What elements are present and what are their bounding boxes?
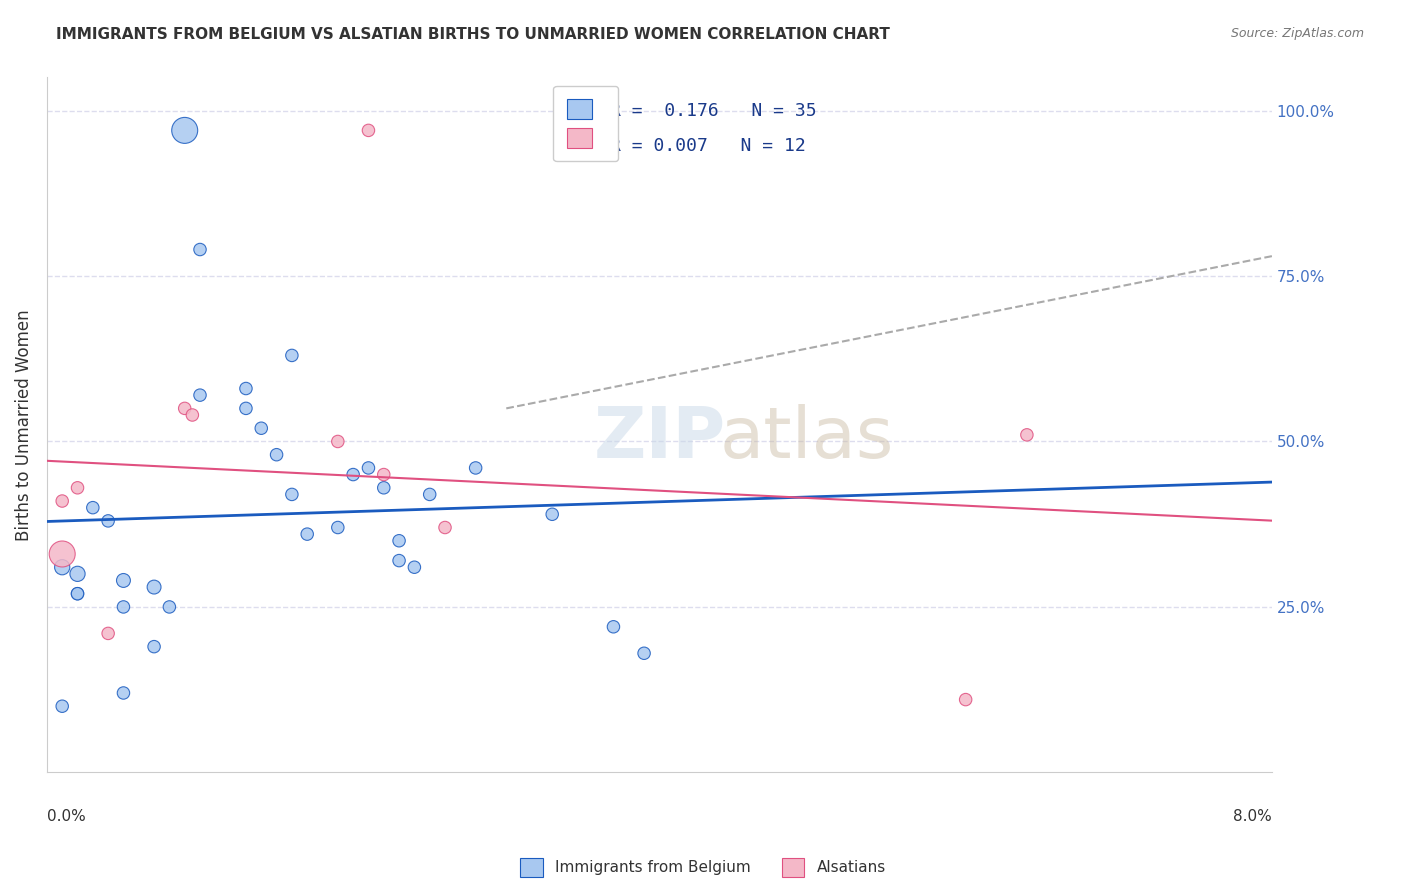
Point bbox=[51, 560, 73, 574]
Text: Source: ZipAtlas.com: Source: ZipAtlas.com bbox=[1230, 27, 1364, 40]
Point bbox=[541, 508, 564, 522]
Point bbox=[188, 388, 211, 402]
Y-axis label: Births to Unmarried Women: Births to Unmarried Women bbox=[15, 310, 32, 541]
Point bbox=[51, 494, 73, 508]
Text: atlas: atlas bbox=[720, 404, 894, 474]
Point bbox=[97, 626, 120, 640]
Point bbox=[955, 692, 977, 706]
Point bbox=[602, 620, 624, 634]
Point bbox=[51, 699, 73, 714]
Point bbox=[434, 520, 457, 534]
Point bbox=[295, 527, 318, 541]
Legend: , : , bbox=[554, 86, 619, 161]
Point bbox=[51, 547, 73, 561]
Point bbox=[326, 520, 349, 534]
Point bbox=[419, 487, 441, 501]
Point bbox=[633, 646, 655, 660]
Point bbox=[373, 481, 395, 495]
Text: IMMIGRANTS FROM BELGIUM VS ALSATIAN BIRTHS TO UNMARRIED WOMEN CORRELATION CHART: IMMIGRANTS FROM BELGIUM VS ALSATIAN BIRT… bbox=[56, 27, 890, 42]
Point bbox=[326, 434, 349, 449]
Point bbox=[181, 408, 204, 422]
Point bbox=[1015, 427, 1038, 442]
Text: R =  0.176   N = 35: R = 0.176 N = 35 bbox=[610, 102, 817, 120]
Point bbox=[235, 401, 257, 416]
Point bbox=[388, 533, 411, 548]
Point bbox=[388, 553, 411, 567]
Point bbox=[173, 401, 195, 416]
Point bbox=[66, 587, 89, 601]
Point bbox=[97, 514, 120, 528]
Point bbox=[112, 574, 135, 588]
Point bbox=[143, 640, 166, 654]
Legend: Immigrants from Belgium, Alsatians: Immigrants from Belgium, Alsatians bbox=[512, 850, 894, 884]
Point bbox=[112, 599, 135, 614]
Point bbox=[357, 461, 380, 475]
Point bbox=[66, 587, 89, 601]
Point bbox=[464, 461, 486, 475]
Point bbox=[357, 123, 380, 137]
Point bbox=[66, 566, 89, 581]
Point bbox=[66, 481, 89, 495]
Point bbox=[281, 348, 304, 362]
Text: R = 0.007   N = 12: R = 0.007 N = 12 bbox=[610, 136, 806, 154]
Point bbox=[250, 421, 273, 435]
Point bbox=[342, 467, 364, 482]
Point bbox=[143, 580, 166, 594]
Point bbox=[112, 686, 135, 700]
Point bbox=[157, 599, 180, 614]
Point bbox=[281, 487, 304, 501]
Point bbox=[235, 382, 257, 396]
Text: 0.0%: 0.0% bbox=[46, 809, 86, 824]
Point bbox=[188, 243, 211, 257]
Point bbox=[266, 448, 288, 462]
Point bbox=[404, 560, 426, 574]
Point bbox=[173, 123, 195, 137]
Text: ZIP: ZIP bbox=[593, 404, 725, 474]
Text: 8.0%: 8.0% bbox=[1233, 809, 1272, 824]
Point bbox=[373, 467, 395, 482]
Point bbox=[82, 500, 104, 515]
